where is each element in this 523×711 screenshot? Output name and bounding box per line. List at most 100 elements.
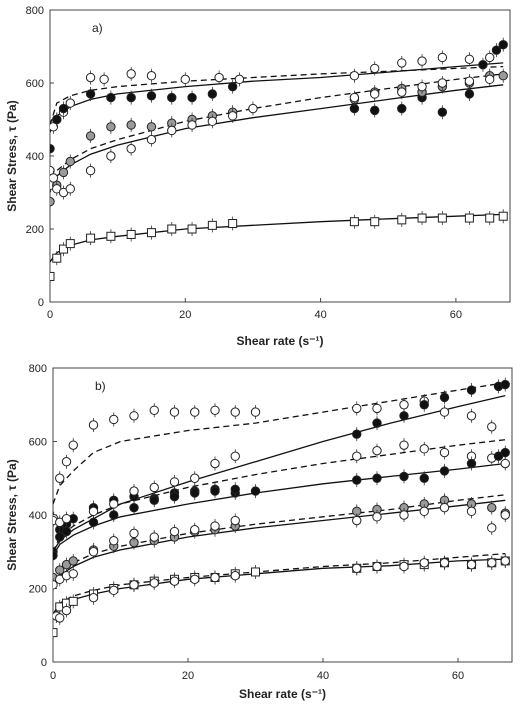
data-point-filled-circle — [109, 510, 119, 520]
fit-line-solid — [53, 499, 506, 588]
data-point-filled-circle — [352, 475, 362, 485]
data-point-gray-circle — [85, 131, 96, 141]
data-point-filled-circle — [190, 488, 200, 498]
data-point-filled-circle — [210, 486, 220, 496]
y-tick-label: 400 — [29, 510, 47, 522]
data-point-filled-circle — [53, 550, 58, 561]
x-tick-label: 20 — [179, 309, 191, 321]
data-point-open-circle — [419, 444, 429, 454]
data-point-filled-circle — [399, 411, 409, 421]
data-point-open-circle — [399, 440, 409, 450]
data-point-filled-circle — [52, 114, 62, 125]
data-point-open-circle — [464, 76, 475, 86]
data-point-filled-circle — [61, 526, 72, 537]
data-point-open-circle — [230, 451, 240, 461]
data-point-open-circle — [210, 405, 220, 415]
data-point-open-circle — [109, 585, 119, 596]
data-point-square — [59, 244, 69, 254]
fit-line-dashed — [50, 73, 504, 190]
fit-line-dashed — [53, 439, 506, 553]
data-point-open-circle — [214, 72, 224, 83]
data-point-open-circle — [55, 613, 65, 623]
data-point-square — [187, 224, 197, 234]
data-point-open-circle — [190, 574, 200, 585]
data-point-square — [485, 213, 495, 223]
data-point-open-circle — [417, 81, 427, 92]
chart-panel-a: 0 200 400 600 800 0 20 40 60 a) Shear rate (s⁻¹) Sh… — [5, 5, 511, 348]
data-point-open-circle — [485, 52, 495, 63]
data-point-gray-circle — [50, 196, 55, 207]
data-point-filled-circle — [106, 92, 116, 103]
data-point-open-circle — [149, 405, 159, 415]
data-point-square — [106, 231, 116, 241]
data-point-open-circle — [500, 510, 510, 520]
data-point-open-circle — [65, 98, 75, 108]
data-point-open-circle — [234, 74, 245, 85]
data-point-square — [53, 628, 58, 638]
data-point-open-circle — [227, 111, 238, 121]
data-point-open-circle — [370, 63, 380, 74]
y-tick-label: 600 — [29, 437, 47, 449]
chart-panel-b: 0 200 400 600 800 0 20 40 60 b) Shear rate (s⁻¹) Sh… — [5, 363, 513, 701]
fit-line-dashed — [53, 382, 506, 505]
data-point-open-circle — [352, 563, 362, 573]
data-point-filled-circle — [491, 45, 502, 55]
data-point-square — [370, 217, 380, 227]
data-point-open-circle — [190, 407, 200, 417]
data-point-filled-circle — [439, 466, 450, 476]
data-point-filled-circle — [399, 471, 409, 482]
data-point-filled-circle — [372, 473, 382, 483]
data-point-filled-circle — [464, 89, 475, 99]
data-point-open-circle — [500, 556, 510, 566]
x-tick-label: 0 — [47, 309, 53, 321]
data-point-filled-circle — [146, 91, 157, 101]
data-point-open-circle — [88, 592, 99, 603]
data-point-open-circle — [370, 89, 380, 99]
data-point-square — [437, 213, 447, 223]
data-point-square — [86, 233, 96, 243]
data-point-open-circle — [187, 120, 197, 130]
data-point-open-circle — [439, 407, 450, 417]
data-point-open-circle — [53, 580, 58, 590]
data-point-filled-circle — [129, 502, 139, 513]
x-tick-label: 20 — [182, 670, 194, 682]
data-point-filled-circle — [397, 103, 407, 114]
data-point-filled-circle — [149, 495, 159, 505]
x-tick-label: 40 — [317, 670, 329, 682]
data-point-open-circle — [372, 403, 382, 414]
data-point-open-circle — [169, 576, 180, 586]
data-point-open-circle — [109, 414, 119, 425]
data-point-filled-circle — [352, 429, 362, 439]
data-point-square — [207, 220, 217, 230]
data-point-open-circle — [109, 499, 119, 509]
x-tick-label: 40 — [314, 309, 326, 321]
data-point-open-circle — [146, 71, 157, 81]
data-point-open-circle — [417, 56, 427, 66]
data-point-gray-circle — [58, 167, 69, 178]
data-point-square — [228, 219, 238, 229]
data-point-open-circle — [88, 420, 99, 430]
y-tick-label: 200 — [29, 584, 47, 596]
data-point-open-circle — [149, 482, 159, 493]
data-point-gray-circle — [65, 156, 75, 167]
data-point-square — [52, 253, 62, 263]
data-point-open-circle — [349, 92, 360, 103]
data-point-open-circle — [210, 572, 220, 583]
data-point-open-circle — [190, 525, 200, 535]
data-point-filled-circle — [169, 491, 180, 502]
data-point-filled-circle — [167, 92, 177, 103]
fit-line-dashed — [50, 65, 504, 126]
data-point-open-circle — [230, 515, 240, 526]
data-point-open-circle — [61, 457, 72, 467]
data-point-square — [397, 215, 407, 225]
data-point-open-circle — [250, 407, 261, 417]
data-point-open-circle — [146, 134, 157, 145]
data-point-open-circle — [61, 605, 72, 616]
data-point-square — [50, 271, 55, 281]
data-point-open-circle — [466, 411, 477, 421]
data-point-open-circle — [88, 547, 99, 557]
data-point-open-circle — [129, 411, 139, 421]
data-point-open-circle — [399, 400, 409, 410]
data-point-open-circle — [352, 451, 362, 461]
data-point-open-circle — [88, 506, 99, 517]
